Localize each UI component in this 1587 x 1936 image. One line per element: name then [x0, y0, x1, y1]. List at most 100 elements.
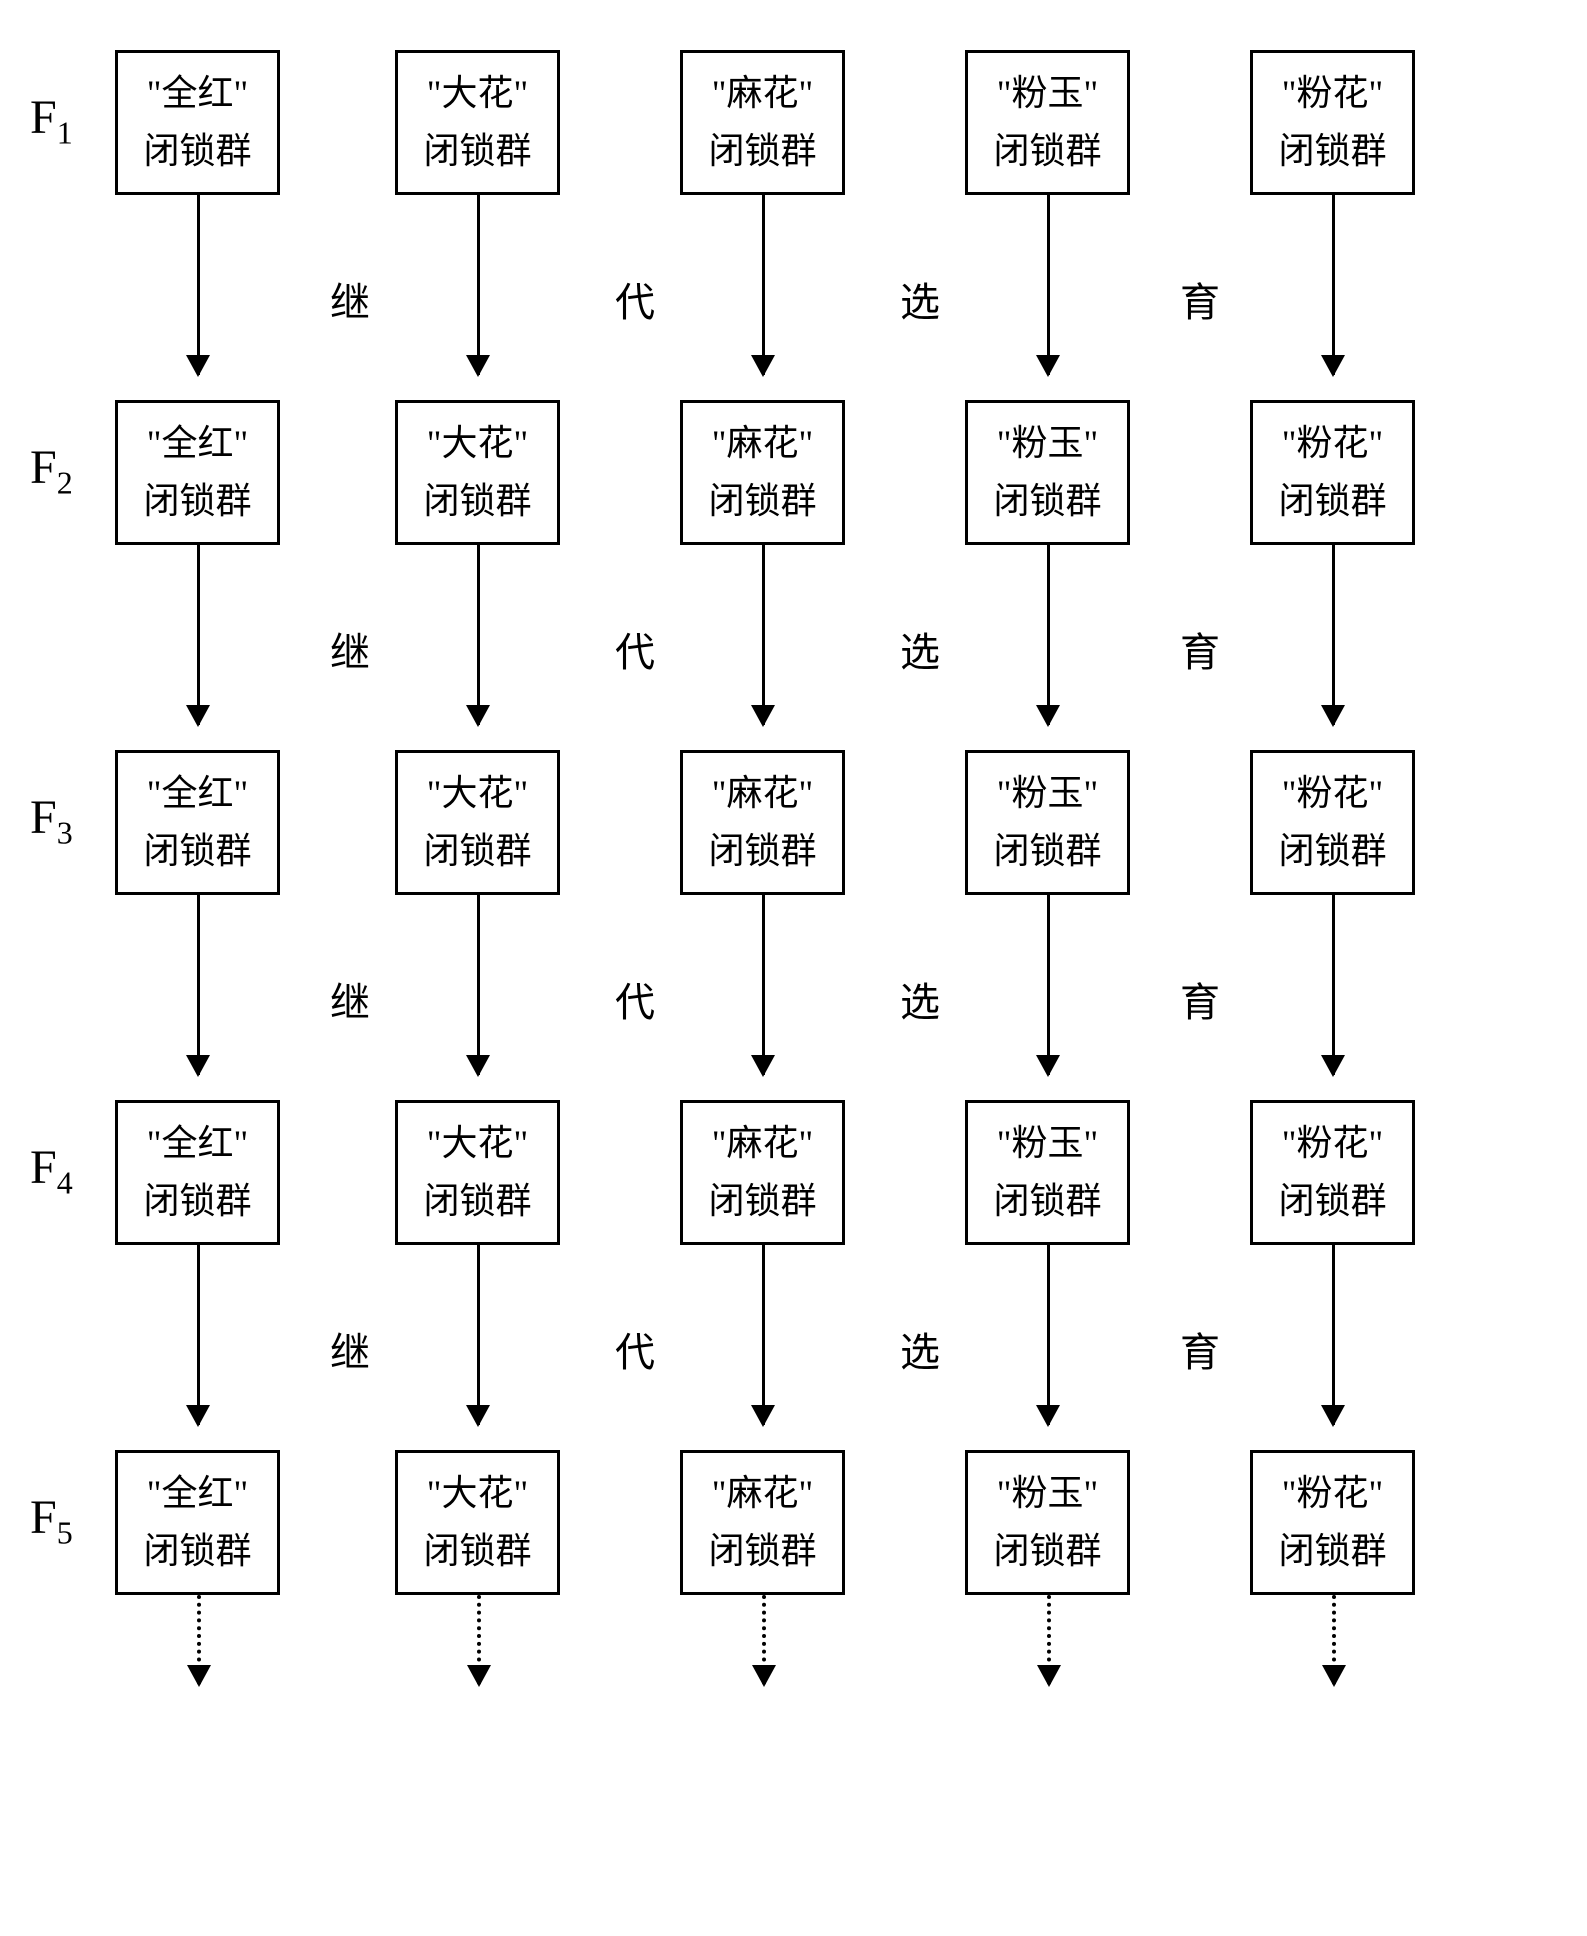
node-title: "粉花"	[1261, 765, 1404, 823]
flow-node: "粉玉"闭锁群	[965, 400, 1130, 545]
node-subtitle: 闭锁群	[691, 473, 834, 531]
flow-node: "麻花"闭锁群	[680, 400, 845, 545]
flow-node: "麻花"闭锁群	[680, 1100, 845, 1245]
flow-node: "粉花"闭锁群	[1250, 750, 1415, 895]
node-title: "粉玉"	[976, 65, 1119, 123]
gen-sub: 2	[57, 465, 73, 501]
flow-arrow-dotted	[477, 1595, 481, 1685]
flow-node: "大花"闭锁群	[395, 1450, 560, 1595]
flow-arrow	[197, 895, 200, 1075]
node-title: "粉花"	[1261, 65, 1404, 123]
inter-row-char: 选	[900, 620, 940, 678]
node-title: "粉玉"	[976, 1115, 1119, 1173]
node-subtitle: 闭锁群	[126, 123, 269, 181]
inter-row-char: 代	[615, 970, 655, 1028]
inter-row-char: 代	[615, 620, 655, 678]
inter-row-char: 继	[330, 970, 370, 1028]
node-title: "粉花"	[1261, 1115, 1404, 1173]
node-title: "大花"	[406, 1465, 549, 1523]
flow-node: "粉玉"闭锁群	[965, 1100, 1130, 1245]
flow-node: "麻花"闭锁群	[680, 1450, 845, 1595]
flow-arrow	[477, 1245, 480, 1425]
flow-arrow	[197, 545, 200, 725]
node-subtitle: 闭锁群	[691, 1523, 834, 1581]
node-subtitle: 闭锁群	[976, 823, 1119, 881]
flow-arrow	[762, 195, 765, 375]
flow-arrow-dotted	[1332, 1595, 1336, 1685]
flow-node: "粉玉"闭锁群	[965, 750, 1130, 895]
flow-arrow	[1047, 195, 1050, 375]
gen-sub: 5	[57, 1515, 73, 1551]
node-subtitle: 闭锁群	[691, 1173, 834, 1231]
node-subtitle: 闭锁群	[126, 1523, 269, 1581]
inter-row-char: 代	[615, 270, 655, 328]
node-subtitle: 闭锁群	[1261, 1173, 1404, 1231]
node-title: "大花"	[406, 1115, 549, 1173]
node-title: "全红"	[126, 1115, 269, 1173]
inter-row-char: 继	[330, 270, 370, 328]
flow-node: "大花"闭锁群	[395, 50, 560, 195]
breeding-flowchart: F1F2F3F4F5"全红"闭锁群"大花"闭锁群"麻花"闭锁群"粉玉"闭锁群"粉…	[20, 20, 1567, 1916]
inter-row-char: 育	[1180, 620, 1220, 678]
inter-row-char: 育	[1180, 1320, 1220, 1378]
inter-row-char: 选	[900, 970, 940, 1028]
flow-node: "粉花"闭锁群	[1250, 1100, 1415, 1245]
node-subtitle: 闭锁群	[691, 823, 834, 881]
gen-sub: 3	[57, 815, 73, 851]
node-subtitle: 闭锁群	[1261, 473, 1404, 531]
flow-node: "大花"闭锁群	[395, 400, 560, 545]
flow-arrow	[762, 1245, 765, 1425]
gen-base: F	[30, 1491, 57, 1544]
node-subtitle: 闭锁群	[976, 1523, 1119, 1581]
gen-base: F	[30, 1141, 57, 1194]
node-subtitle: 闭锁群	[691, 123, 834, 181]
node-title: "粉花"	[1261, 1465, 1404, 1523]
inter-row-char: 代	[615, 1320, 655, 1378]
node-title: "麻花"	[691, 1115, 834, 1173]
node-title: "粉花"	[1261, 415, 1404, 473]
flow-node: "粉花"闭锁群	[1250, 50, 1415, 195]
inter-row-char: 育	[1180, 270, 1220, 328]
node-subtitle: 闭锁群	[1261, 1523, 1404, 1581]
node-title: "全红"	[126, 65, 269, 123]
inter-row-char: 选	[900, 1320, 940, 1378]
node-subtitle: 闭锁群	[126, 823, 269, 881]
inter-row-char: 选	[900, 270, 940, 328]
gen-sub: 4	[57, 1165, 73, 1201]
flow-node: "粉花"闭锁群	[1250, 400, 1415, 545]
node-subtitle: 闭锁群	[406, 473, 549, 531]
gen-base: F	[30, 441, 57, 494]
flow-arrow	[477, 545, 480, 725]
node-subtitle: 闭锁群	[1261, 123, 1404, 181]
node-subtitle: 闭锁群	[976, 473, 1119, 531]
node-title: "大花"	[406, 65, 549, 123]
gen-base: F	[30, 91, 57, 144]
flow-arrow	[1332, 1245, 1335, 1425]
flow-arrow	[477, 195, 480, 375]
flow-arrow-dotted	[197, 1595, 201, 1685]
node-title: "全红"	[126, 415, 269, 473]
flow-node: "大花"闭锁群	[395, 750, 560, 895]
node-title: "粉玉"	[976, 1465, 1119, 1523]
node-title: "麻花"	[691, 415, 834, 473]
flow-node: "全红"闭锁群	[115, 1450, 280, 1595]
gen-sub: 1	[57, 115, 73, 151]
flow-arrow	[1047, 1245, 1050, 1425]
node-subtitle: 闭锁群	[406, 1523, 549, 1581]
node-subtitle: 闭锁群	[126, 1173, 269, 1231]
inter-row-char: 继	[330, 1320, 370, 1378]
node-title: "全红"	[126, 1465, 269, 1523]
flow-node: "全红"闭锁群	[115, 1100, 280, 1245]
flow-node: "粉玉"闭锁群	[965, 50, 1130, 195]
flow-node: "全红"闭锁群	[115, 400, 280, 545]
flow-arrow	[1047, 895, 1050, 1075]
node-subtitle: 闭锁群	[406, 123, 549, 181]
node-title: "粉玉"	[976, 765, 1119, 823]
node-subtitle: 闭锁群	[976, 1173, 1119, 1231]
node-subtitle: 闭锁群	[1261, 823, 1404, 881]
flow-arrow	[1047, 545, 1050, 725]
flow-node: "麻花"闭锁群	[680, 750, 845, 895]
flow-arrow	[197, 1245, 200, 1425]
generation-label: F3	[30, 790, 73, 852]
flow-arrow	[1332, 195, 1335, 375]
